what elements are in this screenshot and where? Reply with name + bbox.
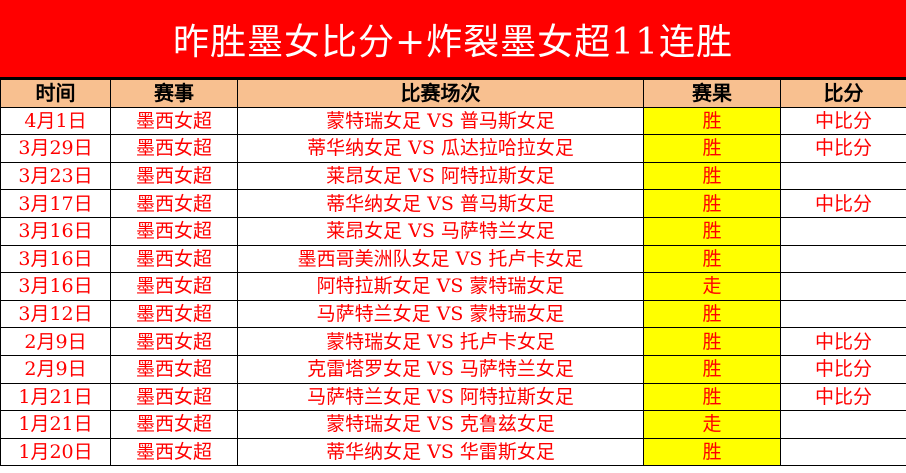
cell-date: 2月9日	[0, 327, 111, 356]
cell-league: 墨西女超	[110, 216, 238, 246]
cell-score	[780, 216, 906, 246]
cell-match: 蒂华纳女足 VS 华雷斯女足	[237, 437, 644, 467]
cell-result: 胜	[643, 327, 781, 356]
header-row: 时间 赛事 比赛场次 赛果 比分	[0, 79, 906, 108]
cell-score	[780, 244, 906, 274]
cell-league: 墨西女超	[110, 410, 238, 439]
header-score: 比分	[780, 79, 906, 108]
cell-match: 马萨特兰女足 VS 蒙特瑞女足	[237, 299, 644, 329]
header-result: 赛果	[643, 79, 781, 108]
cell-score	[780, 437, 906, 467]
cell-match: 蒂华纳女足 VS 普马斯女足	[237, 189, 644, 218]
table-row: 3月23日 墨西女超 莱昂女足 VS 阿特拉斯女足胜	[0, 161, 906, 191]
cell-score	[780, 410, 906, 439]
cell-score: 中比分	[780, 134, 906, 163]
cell-match: 马萨特兰女足 VS 阿特拉斯女足	[237, 382, 644, 412]
cell-score	[780, 299, 906, 329]
cell-league: 墨西女超	[110, 327, 238, 356]
table-row: 3月17日 墨西女超 蒂华纳女足 VS 普马斯女足胜中比分	[0, 189, 906, 218]
header-league: 赛事	[110, 79, 238, 108]
cell-result: 胜	[643, 299, 781, 329]
cell-score: 中比分	[780, 382, 906, 412]
cell-date: 4月1日	[0, 106, 111, 136]
cell-match: 蒙特瑞女足 VS 托卢卡女足	[237, 327, 644, 356]
table-row: 3月16日 墨西女超 墨西哥美洲队女足 VS 托卢卡女足胜	[0, 244, 906, 274]
cell-date: 2月9日	[0, 354, 111, 384]
cell-date: 3月23日	[0, 161, 111, 191]
cell-league: 墨西女超	[110, 161, 238, 191]
cell-league: 墨西女超	[110, 244, 238, 274]
cell-result: 走	[643, 272, 781, 301]
cell-league: 墨西女超	[110, 189, 238, 218]
cell-result: 胜	[643, 244, 781, 274]
table-row: 3月12日 墨西女超 马萨特兰女足 VS 蒙特瑞女足胜	[0, 299, 906, 329]
cell-league: 墨西女超	[110, 354, 238, 384]
cell-date: 3月29日	[0, 134, 111, 163]
cell-match: 莱昂女足 VS 马萨特兰女足	[237, 216, 644, 246]
cell-score: 中比分	[780, 327, 906, 356]
cell-result: 胜	[643, 382, 781, 412]
cell-result: 胜	[643, 354, 781, 384]
cell-result: 胜	[643, 106, 781, 136]
cell-score: 中比分	[780, 354, 906, 384]
table-row: 2月9日 墨西女超 蒙特瑞女足 VS 托卢卡女足胜中比分	[0, 327, 906, 356]
cell-score	[780, 272, 906, 301]
table-row: 4月1日 墨西女超 蒙特瑞女足 VS 普马斯女足胜中比分	[0, 106, 906, 136]
cell-league: 墨西女超	[110, 382, 238, 412]
table-row: 1月21日 墨西女超 马萨特兰女足 VS 阿特拉斯女足胜中比分	[0, 382, 906, 412]
table-row: 3月16日 墨西女超 阿特拉斯女足 VS 蒙特瑞女足走	[0, 272, 906, 301]
cell-league: 墨西女超	[110, 272, 238, 301]
cell-match: 阿特拉斯女足 VS 蒙特瑞女足	[237, 272, 644, 301]
cell-date: 1月21日	[0, 382, 111, 412]
cell-score	[780, 161, 906, 191]
cell-result: 胜	[643, 134, 781, 163]
page-title: 昨胜墨女比分+炸裂墨女超11连胜	[0, 0, 906, 79]
cell-date: 1月20日	[0, 437, 111, 467]
cell-date: 3月16日	[0, 272, 111, 301]
cell-league: 墨西女超	[110, 106, 238, 136]
table-row: 1月20日 墨西女超 蒂华纳女足 VS 华雷斯女足胜	[0, 437, 906, 467]
cell-result: 胜	[643, 189, 781, 218]
header-date: 时间	[0, 79, 111, 108]
table-row: 3月29日 墨西女超 蒂华纳女足 VS 瓜达拉哈拉女足胜中比分	[0, 134, 906, 163]
cell-result: 胜	[643, 437, 781, 467]
cell-match: 克雷塔罗女足 VS 马萨特兰女足	[237, 354, 644, 384]
cell-date: 3月16日	[0, 244, 111, 274]
table-row: 2月9日 墨西女超 克雷塔罗女足 VS 马萨特兰女足胜中比分	[0, 354, 906, 384]
cell-score: 中比分	[780, 189, 906, 218]
cell-league: 墨西女超	[110, 437, 238, 467]
cell-match: 墨西哥美洲队女足 VS 托卢卡女足	[237, 244, 644, 274]
cell-match: 莱昂女足 VS 阿特拉斯女足	[237, 161, 644, 191]
cell-league: 墨西女超	[110, 299, 238, 329]
table-row: 3月16日 墨西女超 莱昂女足 VS 马萨特兰女足胜	[0, 216, 906, 246]
cell-date: 3月12日	[0, 299, 111, 329]
cell-match: 蒙特瑞女足 VS 克鲁兹女足	[237, 410, 644, 439]
table-row: 1月21日 墨西女超 蒙特瑞女足 VS 克鲁兹女足走	[0, 410, 906, 439]
cell-date: 1月21日	[0, 410, 111, 439]
cell-result: 胜	[643, 161, 781, 191]
cell-match: 蒙特瑞女足 VS 普马斯女足	[237, 106, 644, 136]
cell-date: 3月16日	[0, 216, 111, 246]
cell-league: 墨西女超	[110, 134, 238, 163]
results-table: 时间 赛事 比赛场次 赛果 比分 4月1日 墨西女超 蒙特瑞女足 VS 普马斯女足胜…	[0, 79, 906, 467]
cell-result: 走	[643, 410, 781, 439]
cell-result: 胜	[643, 216, 781, 246]
cell-date: 3月17日	[0, 189, 111, 218]
cell-score: 中比分	[780, 106, 906, 136]
cell-match: 蒂华纳女足 VS 瓜达拉哈拉女足	[237, 134, 644, 163]
header-match: 比赛场次	[237, 79, 644, 108]
